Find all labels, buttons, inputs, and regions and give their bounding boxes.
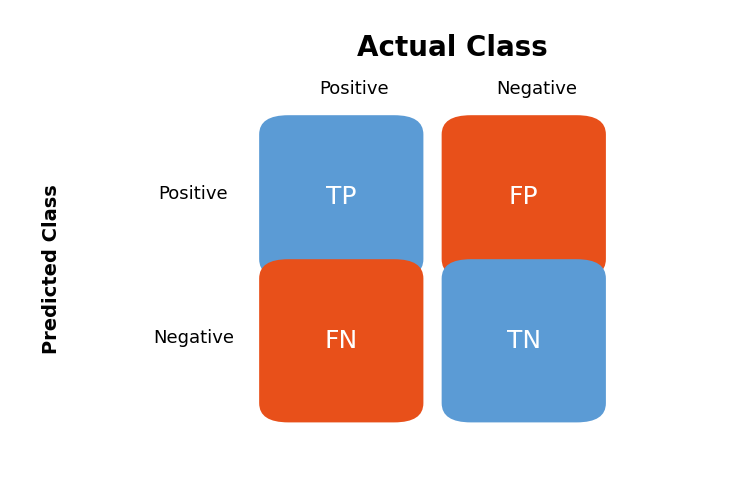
Text: Positive: Positive <box>158 185 228 204</box>
Text: Actual Class: Actual Class <box>357 34 548 61</box>
FancyBboxPatch shape <box>442 115 606 278</box>
Text: FP: FP <box>509 185 539 209</box>
Text: FN: FN <box>325 329 358 353</box>
Text: Predicted Class: Predicted Class <box>42 184 61 354</box>
FancyBboxPatch shape <box>442 259 606 422</box>
Text: Negative: Negative <box>496 80 577 98</box>
FancyBboxPatch shape <box>259 259 423 422</box>
Text: TN: TN <box>507 329 541 353</box>
Text: Positive: Positive <box>319 80 389 98</box>
Text: Negative: Negative <box>153 329 234 348</box>
Text: TP: TP <box>326 185 356 209</box>
FancyBboxPatch shape <box>259 115 423 278</box>
